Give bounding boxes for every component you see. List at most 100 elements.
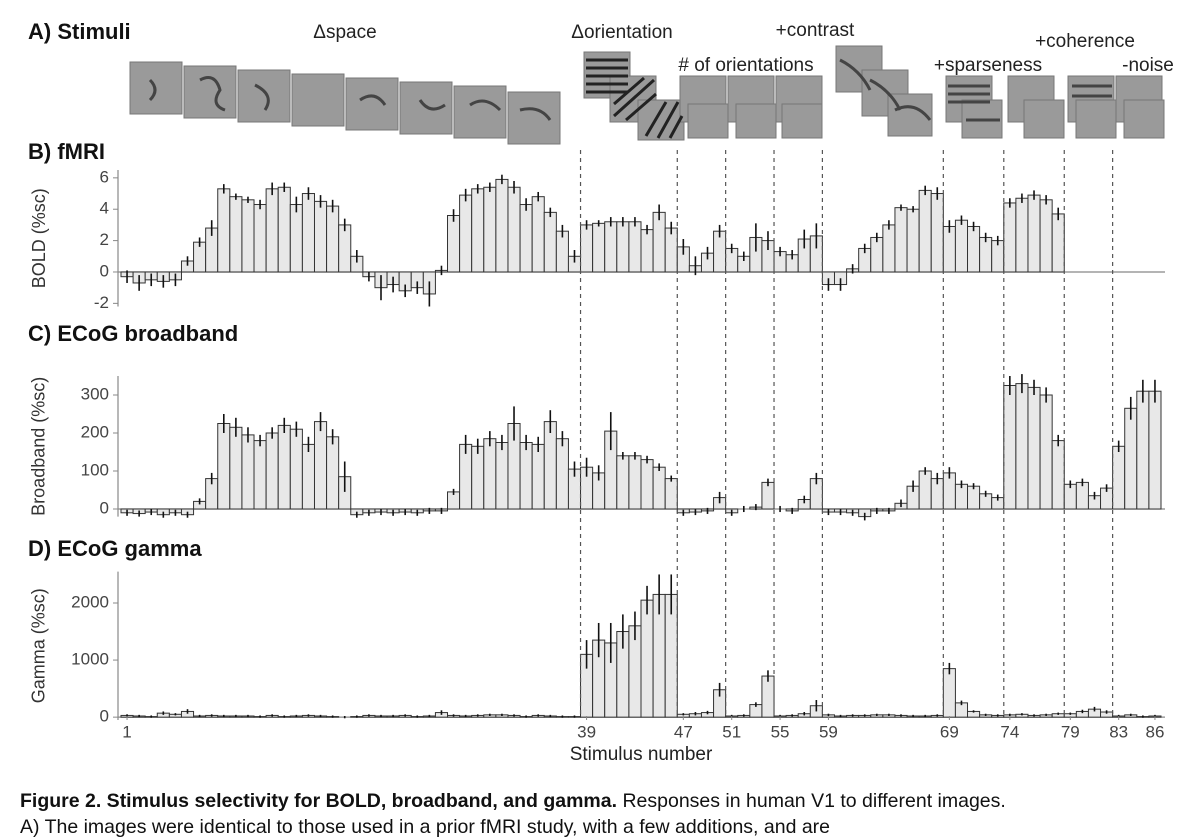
- bar: [217, 423, 231, 510]
- y-tick-label: 2000: [71, 592, 109, 611]
- bar: [640, 229, 654, 273]
- bar: [580, 224, 594, 273]
- bar: [326, 436, 340, 510]
- bar: [338, 224, 352, 273]
- bar: [604, 221, 618, 273]
- caption-title: Figure 2. Stimulus selectivity for BOLD,…: [20, 790, 618, 812]
- bar: [882, 224, 896, 273]
- bar: [1112, 445, 1126, 510]
- bar: [942, 668, 956, 718]
- bar: [483, 438, 497, 510]
- bar: [1075, 481, 1089, 510]
- bar: [471, 445, 485, 510]
- bar: [918, 189, 932, 273]
- stimulus-thumbnails: [129, 45, 1165, 145]
- bar: [459, 443, 473, 510]
- bar: [543, 211, 557, 273]
- bar: [289, 428, 303, 510]
- x-tick-label: 55: [771, 722, 790, 741]
- y-tick-label: -2: [94, 293, 109, 312]
- bar: [1039, 394, 1053, 510]
- bar: [447, 215, 461, 273]
- bar: [1015, 383, 1029, 510]
- bar: [979, 236, 993, 273]
- bar: [640, 459, 654, 510]
- caption-text: A) The images were identical to those us…: [20, 816, 831, 838]
- bar: [483, 186, 497, 273]
- bar: [616, 221, 630, 273]
- bar: [906, 208, 920, 273]
- bar: [507, 186, 521, 273]
- bar: [471, 188, 485, 273]
- y-tick-label: 0: [100, 261, 109, 280]
- bar: [967, 485, 981, 510]
- y-tick-label: 2: [100, 230, 109, 249]
- stimulus-label: -noise: [1122, 55, 1174, 76]
- x-tick-label: 69: [940, 722, 959, 741]
- bar: [555, 438, 569, 510]
- bar: [241, 434, 255, 510]
- y-tick-label: 200: [81, 422, 109, 441]
- bar: [265, 188, 279, 273]
- bar: [265, 432, 279, 510]
- bar: [1051, 213, 1065, 273]
- x-tick-label: 47: [674, 722, 693, 741]
- x-tick-label: 39: [577, 722, 596, 741]
- bar: [870, 236, 884, 273]
- bar: [277, 424, 291, 510]
- bar: [459, 194, 473, 273]
- y-tick-label: 300: [81, 384, 109, 403]
- bar: [543, 421, 557, 510]
- stimulus-label: Δspace: [313, 22, 376, 43]
- bar: [628, 221, 642, 273]
- bars: [120, 374, 1162, 521]
- bar: [495, 442, 509, 510]
- x-tick-label: 83: [1109, 722, 1128, 741]
- x-axis-label: Stimulus number: [570, 744, 713, 765]
- y-axis-label: Gamma (%sc): [29, 588, 49, 703]
- y-tick-label: 1000: [71, 650, 109, 669]
- bar: [1015, 197, 1029, 273]
- bar: [918, 470, 932, 510]
- bars: [120, 174, 1065, 307]
- bar: [1148, 390, 1162, 510]
- bar: [942, 225, 956, 273]
- stimulus-label: +coherence: [1035, 31, 1135, 52]
- x-tick-label: 86: [1145, 722, 1164, 741]
- bar: [241, 199, 255, 273]
- y-tick-label: 0: [100, 498, 109, 517]
- bar: [664, 478, 678, 510]
- x-tick-label: 1: [122, 722, 131, 741]
- bar: [229, 196, 243, 273]
- bar: [217, 188, 231, 273]
- bar: [289, 204, 303, 273]
- bar: [253, 204, 267, 273]
- bar: [761, 675, 775, 718]
- bar: [229, 426, 243, 510]
- bar: [640, 599, 654, 718]
- bar: [1027, 386, 1041, 510]
- panel-title: B) fMRI: [28, 139, 105, 164]
- bar: [616, 455, 630, 510]
- stimulus-label: +contrast: [776, 20, 855, 41]
- caption-text: Responses in human V1 to different image…: [622, 790, 1006, 812]
- bar: [301, 443, 315, 510]
- bar: [313, 421, 328, 510]
- bar: [954, 219, 969, 273]
- bar: [1051, 440, 1065, 510]
- bar: [1039, 199, 1053, 273]
- panel-title: D) ECoG gamma: [28, 536, 202, 561]
- y-axis-label: Broadband (%sc): [29, 377, 49, 516]
- panel-title: A) Stimuli: [28, 19, 131, 44]
- bar: [1124, 407, 1138, 510]
- bar: [1003, 385, 1017, 510]
- bar: [277, 186, 291, 273]
- figure: A) Stimuli Δspace Δorientation +contrast…: [28, 19, 1174, 765]
- y-tick-label: 6: [100, 167, 109, 186]
- bar: [519, 204, 533, 273]
- bar: [628, 455, 642, 510]
- bar: [1136, 390, 1150, 510]
- bar: [652, 211, 666, 273]
- stimulus-label: # of orientations: [678, 55, 813, 76]
